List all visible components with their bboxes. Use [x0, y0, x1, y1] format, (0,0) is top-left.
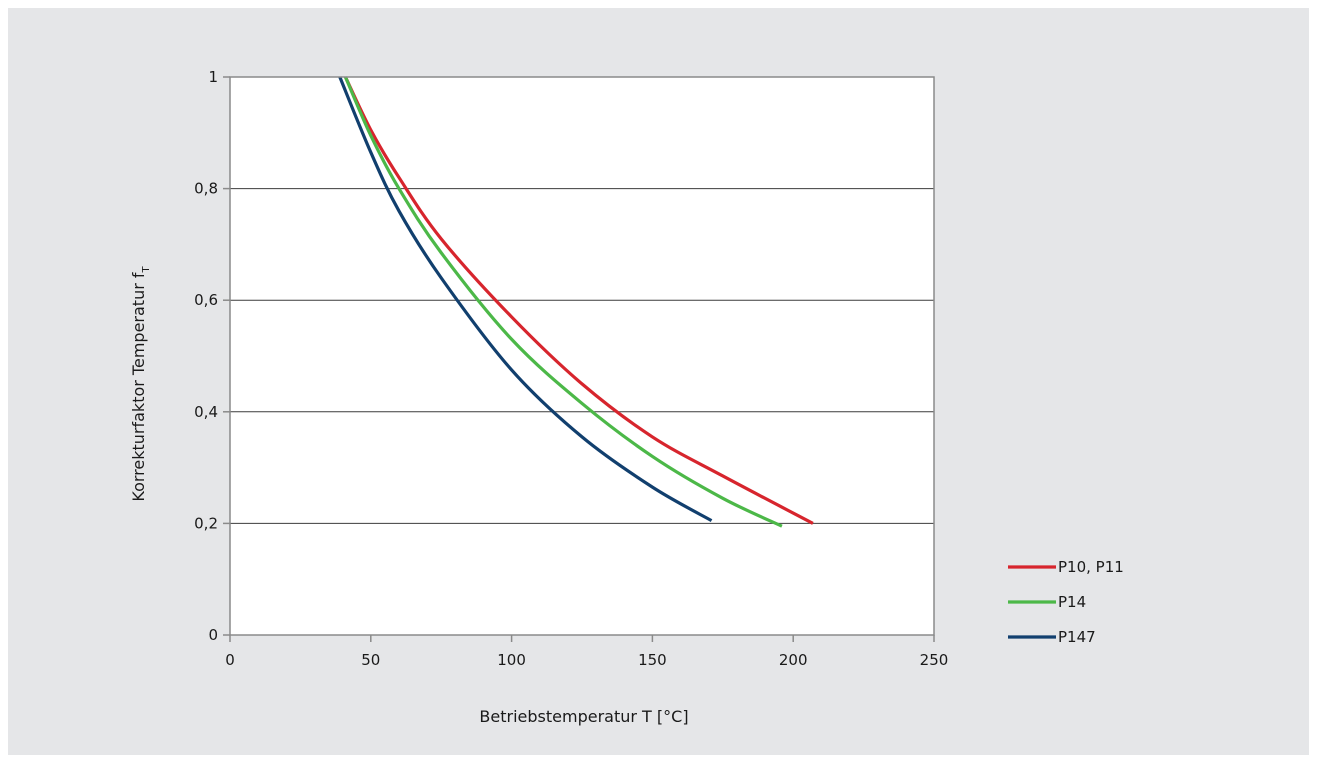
horizontal-gridlines — [230, 188, 934, 524]
y-axis-label: Korrekturfaktor Temperatur fT — [129, 265, 152, 501]
x-tick-label: 200 — [779, 651, 808, 669]
legend: P10, P11 P14 P147 — [1008, 558, 1124, 646]
y-tick-label: 0,4 — [194, 403, 218, 421]
series-layer — [338, 76, 814, 528]
legend-label: P147 — [1058, 628, 1096, 646]
y-tick-label: 0 — [208, 626, 218, 644]
x-tick-label: 50 — [361, 651, 380, 669]
x-axis-label: Betriebstemperatur T [°C] — [479, 707, 688, 726]
y-tick-label: 1 — [208, 68, 218, 86]
x-tick-label: 100 — [497, 651, 526, 669]
series-line-3 — [338, 76, 713, 523]
series-line-2 — [343, 76, 783, 528]
series-line-1 — [344, 76, 814, 525]
legend-label: P10, P11 — [1058, 558, 1124, 576]
y-tick-label: 0,2 — [194, 514, 218, 532]
y-axis-label-main: Korrekturfaktor Temperatur f — [129, 272, 148, 501]
y-tick-label: 0,6 — [194, 291, 218, 309]
x-tick-label: 0 — [225, 651, 235, 669]
legend-label: P14 — [1058, 593, 1086, 611]
y-tick-label: 0,8 — [194, 180, 218, 198]
plot-border — [229, 76, 935, 636]
plot-area — [230, 77, 934, 635]
x-tick-label: 150 — [638, 651, 667, 669]
x-tick-label: 250 — [920, 651, 949, 669]
y-axis-label-subscript: T — [141, 265, 152, 273]
y-axis: 0 0,2 0,4 0,6 0,8 1 — [194, 68, 230, 644]
x-axis: 0 50 100 150 200 250 — [225, 635, 948, 669]
